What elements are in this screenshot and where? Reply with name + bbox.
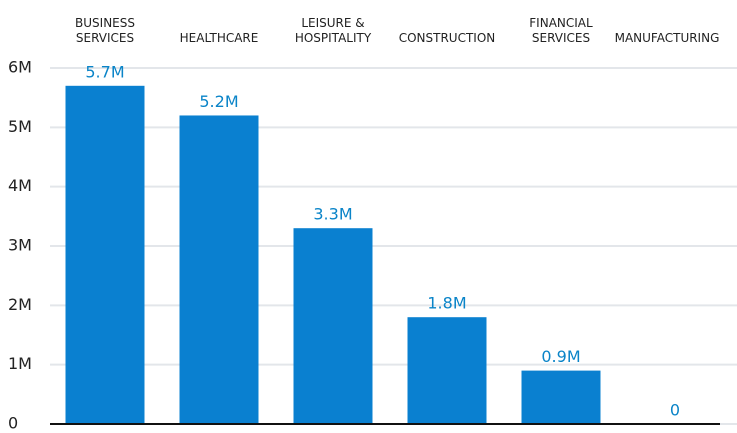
y-tick-label: 4M xyxy=(8,176,32,195)
y-tick-label: 1M xyxy=(8,354,32,373)
y-tick-label: 5M xyxy=(8,117,32,136)
value-label: 3.3M xyxy=(313,205,352,224)
value-label: 0.9M xyxy=(541,347,580,366)
value-label: 1.8M xyxy=(427,294,466,313)
value-label: 0 xyxy=(670,401,680,420)
bar xyxy=(407,317,487,424)
category-label: FINANCIAL SERVICES xyxy=(529,16,593,45)
category-label: LEISURE & HOSPITALITY xyxy=(294,16,372,45)
category-label: MANUFACTURING xyxy=(614,31,720,45)
value-label: 5.2M xyxy=(199,92,238,111)
value-label: 5.7M xyxy=(85,62,124,81)
y-tick-label: 2M xyxy=(8,295,32,314)
bar xyxy=(293,228,373,424)
category-label: HEALTHCARE xyxy=(179,31,259,45)
category-label: CONSTRUCTION xyxy=(398,31,496,45)
bar xyxy=(65,85,145,425)
bar xyxy=(179,115,259,424)
bar xyxy=(521,370,601,424)
y-tick-label: 6M xyxy=(8,58,32,77)
y-tick-label: 3M xyxy=(8,236,32,255)
category-label: BUSINESS SERVICES xyxy=(75,16,135,45)
y-tick-label: 0 xyxy=(8,414,18,433)
